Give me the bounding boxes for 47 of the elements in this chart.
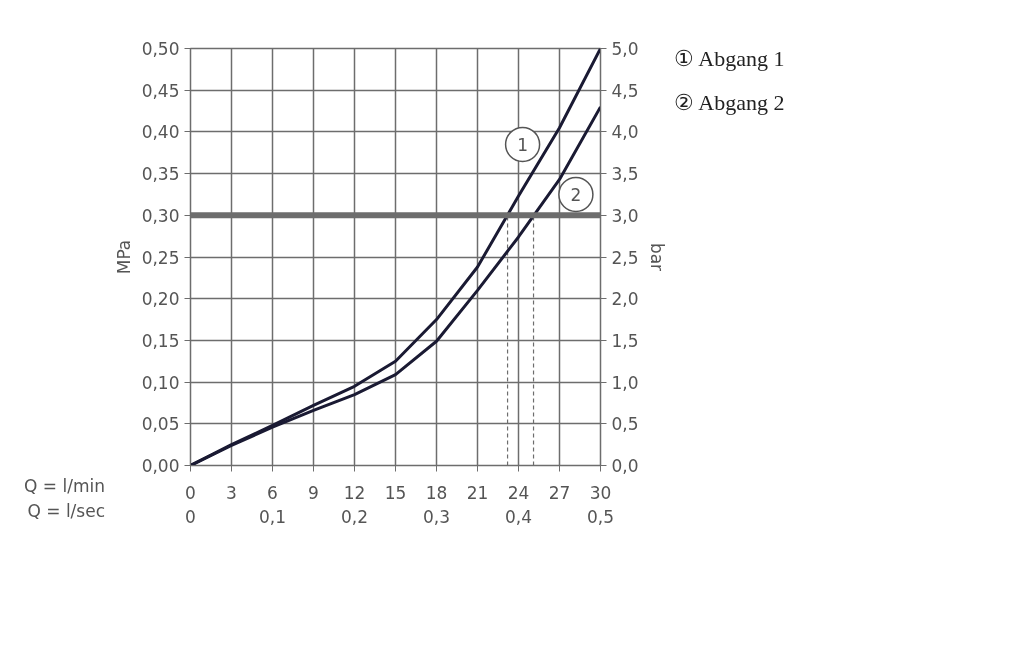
annotation: 1 [517,134,529,155]
y-tick-label: 0,30 [141,205,180,226]
y-tick-label: 0,20 [141,289,180,310]
x-tick-label: 3 [226,482,237,503]
y-tick-label: 0,25 [141,247,180,268]
y2-tick-label: 5,0 [611,39,639,59]
x-tick-label: 9 [308,482,319,503]
x-tick-label: 27 [548,482,571,503]
y2-tick-label: 2,0 [611,289,639,310]
y-tick-label: 0,50 [141,39,180,59]
x-tick-label: 30 [589,482,612,503]
y2-tick-label: 1,5 [611,330,639,351]
y-tick-label: 0,40 [141,122,180,143]
y2-tick-label: 3,5 [611,164,639,185]
x2-tick-label: 0,4 [504,506,533,527]
x2-tick-label: 0 [185,506,196,527]
y-tick-label: 0,05 [141,414,180,435]
x2-tick-label: 0,2 [340,506,369,527]
y2-tick-label: 4,5 [611,80,639,101]
text: ② Abgang 2 [674,89,785,117]
y2-axis-title: bar [646,242,667,272]
x-tick-label: 6 [267,482,278,503]
x2-tick-label: 0,1 [258,506,287,527]
x-tick-label: 21 [466,482,489,503]
y-tick-label: 0,15 [141,330,180,351]
y2-tick-label: 2,5 [611,247,639,268]
x-tick-label: 24 [507,482,530,503]
y2-tick-label: 1,0 [611,372,639,393]
y-tick-label: 0,00 [141,456,180,476]
x2-tick-label: 0,5 [586,506,615,527]
y-tick-label: 0,35 [141,164,180,185]
x2-axis-title: Q = l/sec [27,500,105,523]
y2-tick-label: 3,0 [611,205,639,226]
y2-tick-label: 0,5 [611,414,639,435]
y-axis-title: MPa [113,239,134,275]
y2-tick-label: 0,0 [611,456,639,476]
x2-tick-label: 0,3 [422,506,451,527]
x-tick-label: 18 [425,482,448,503]
y2-tick-label: 4,0 [611,122,639,143]
x-axis-title: Q = l/min [24,475,105,498]
annotation: 2 [570,184,582,205]
text: ① Abgang 1 [674,45,785,73]
x-tick-label: 12 [343,482,366,503]
y-tick-label: 0,45 [141,80,180,101]
x-tick-label: 0 [185,482,196,503]
y-tick-label: 0,10 [141,372,180,393]
x-tick-label: 15 [384,482,407,503]
